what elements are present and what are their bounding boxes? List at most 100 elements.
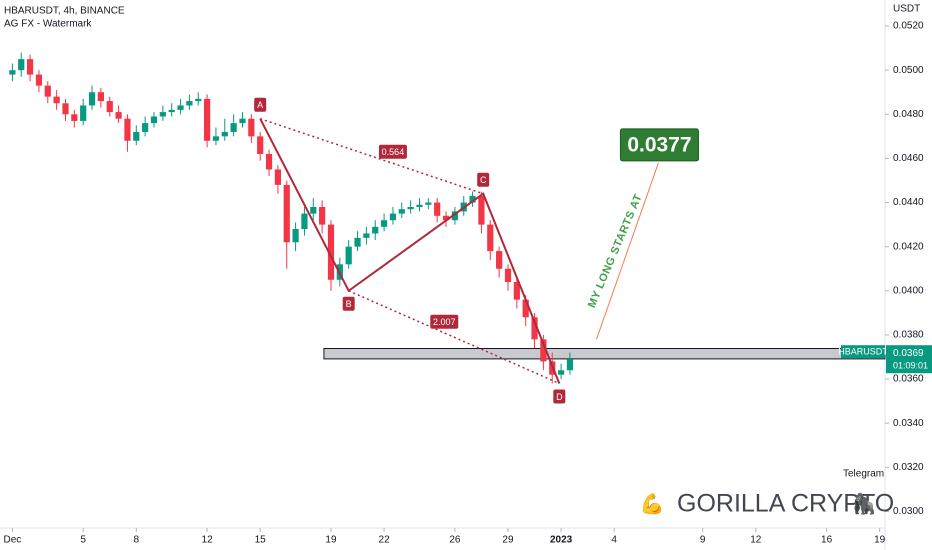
candle-body	[345, 246, 352, 265]
x-tick-label: 5	[80, 535, 86, 546]
candle-body	[97, 92, 104, 102]
candle-body	[62, 103, 69, 115]
candle-body	[504, 268, 512, 282]
x-tick-label: 8	[134, 535, 140, 546]
y-tick-label: 0.0520	[893, 21, 924, 32]
candle-body	[487, 224, 494, 252]
candle-body	[88, 92, 96, 106]
x-tick-label: 29	[502, 535, 514, 546]
candle-body	[522, 299, 529, 318]
pattern-point-badge	[254, 97, 267, 112]
last-price-badge	[886, 345, 932, 374]
candle-body	[124, 118, 131, 141]
pattern-leg	[259, 118, 561, 384]
candle-body	[327, 224, 335, 280]
candle-body	[212, 136, 220, 141]
y-tick-label: 0.0340	[893, 418, 924, 429]
ratio-label: 2.007	[433, 317, 456, 327]
candle-body	[531, 317, 538, 340]
pattern-point-label: D	[556, 392, 563, 402]
candle-body	[18, 59, 25, 71]
candle-body	[301, 213, 308, 230]
pattern-ratio-line	[259, 117, 484, 195]
candle-body	[186, 101, 193, 106]
last-price-symbol: HBARUSDT	[838, 347, 888, 357]
candle-body	[398, 209, 405, 214]
x-tick-label: 26	[449, 535, 461, 546]
y-tick-label: 0.0360	[893, 374, 924, 385]
ratio-badge	[378, 144, 407, 159]
candle-body	[71, 114, 78, 121]
x-tick-label: 12	[202, 535, 214, 546]
candle-body	[35, 74, 43, 86]
candle-body	[513, 281, 520, 300]
candle-body	[168, 109, 175, 113]
candle-body	[53, 96, 60, 104]
last-price-countdown: 01:09:01	[893, 361, 928, 371]
candle-body	[354, 237, 361, 247]
candle-body	[239, 118, 246, 124]
pattern-point-badge	[477, 172, 490, 187]
candle-body	[80, 105, 87, 121]
candle-body	[557, 370, 565, 375]
candle-body	[203, 98, 211, 141]
candle-body	[142, 123, 149, 132]
candle-body	[380, 220, 388, 227]
brand-icon-left: 💪	[640, 491, 665, 515]
y-tick-label: 0.0460	[893, 153, 924, 164]
candle-body	[9, 70, 16, 75]
last-price-symbol-badge	[841, 345, 885, 359]
ratio-badge	[430, 314, 459, 329]
candle-body	[283, 184, 290, 243]
telegram-link[interactable]: Telegram	[843, 469, 884, 480]
candle-body	[221, 131, 228, 137]
target-path	[596, 162, 659, 340]
candle-body	[159, 112, 166, 117]
pattern-point-badge	[342, 296, 355, 311]
candle-body	[425, 202, 432, 205]
x-tick-label: 19	[325, 535, 337, 546]
candle-body	[106, 101, 113, 113]
pattern-ratio-line	[348, 290, 560, 385]
x-tick-label: 22	[379, 535, 391, 546]
candle-body	[274, 169, 281, 185]
candle-body	[469, 195, 476, 203]
x-tick-label: 19	[874, 535, 886, 546]
y-tick-label: 0.0300	[893, 506, 924, 517]
candle-body	[133, 131, 140, 141]
pattern-point-label: C	[480, 175, 487, 185]
candle-body	[319, 206, 326, 225]
candle-body	[265, 154, 273, 170]
y-tick-label: 0.0400	[893, 285, 924, 296]
candle-body	[310, 206, 317, 214]
x-tick-label: Dec	[3, 535, 21, 546]
candle-body	[451, 211, 458, 221]
y-tick-label: 0.0480	[893, 109, 924, 120]
pattern-point-badge	[553, 389, 566, 404]
y-tick-label: 0.0380	[893, 330, 924, 341]
ratio-label: 0.564	[382, 147, 405, 157]
candle-body	[442, 215, 450, 221]
candle-body	[416, 204, 423, 207]
candle-body	[540, 339, 547, 362]
pattern-point-label: B	[346, 299, 352, 309]
candle-body	[44, 85, 51, 97]
x-tick-label: 4	[611, 535, 617, 546]
brand-name: GORILLA CRYPTO	[677, 490, 894, 518]
y-tick-label: 0.0320	[893, 462, 924, 473]
candle-body	[115, 112, 122, 119]
candle-body	[257, 136, 264, 155]
candle-body	[230, 123, 237, 132]
candle-body	[26, 59, 34, 75]
y-tick-label: 0.0500	[893, 65, 924, 76]
chart-subtitle: AG FX - Watermark	[4, 19, 92, 30]
last-price-value: 0.0369	[893, 348, 924, 359]
target-value: 0.0377	[627, 133, 691, 156]
y-tick-label: 0.0420	[893, 241, 924, 252]
candle-body	[363, 233, 370, 238]
candle-body	[478, 195, 485, 225]
candle-body	[248, 118, 255, 137]
